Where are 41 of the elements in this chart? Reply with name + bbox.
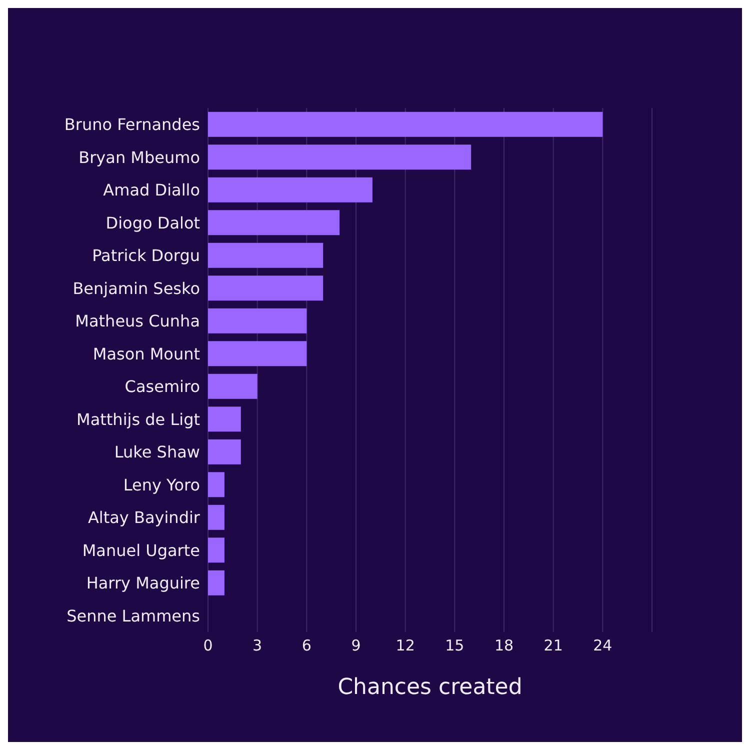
y-tick-label: Mason Mount <box>92 344 200 364</box>
y-tick-label: Altay Bayindir <box>88 508 200 528</box>
bar <box>208 472 224 498</box>
bar <box>208 439 241 464</box>
y-tick-label: Bryan Mbeumo <box>78 148 200 167</box>
y-tick-label: Diogo Dalot <box>106 213 200 232</box>
bar <box>208 504 224 530</box>
y-tick-label: Senne Lammens <box>66 606 200 626</box>
x-tick-label: 3 <box>252 636 262 655</box>
bar <box>208 112 603 137</box>
y-tick-label: Matthijs de Ligt <box>76 410 200 429</box>
y-tick-label: Casemiro <box>124 377 200 396</box>
bar <box>208 144 472 170</box>
y-tick-label: Harry Maguire <box>86 574 200 593</box>
y-tick-label: Manuel Ugarte <box>82 540 200 560</box>
bar <box>208 538 224 563</box>
bar <box>208 406 241 432</box>
y-tick-label: Matheus Cunha <box>75 312 200 331</box>
bar <box>208 177 372 202</box>
y-tick-label: Patrick Dorgu <box>92 246 200 266</box>
x-tick-label: 12 <box>396 636 415 655</box>
x-tick-label: 6 <box>302 636 312 655</box>
y-tick-label: Leny Yoro <box>123 475 200 494</box>
y-tick-label: Amad Diallo <box>103 180 200 200</box>
bar <box>208 341 307 366</box>
x-tick-label: 9 <box>351 636 361 655</box>
x-tick-label: 0 <box>203 636 213 655</box>
bar <box>208 570 224 596</box>
bar <box>208 242 324 268</box>
bar <box>208 276 324 301</box>
y-tick-label: Benjamin Sesko <box>72 278 200 298</box>
x-tick-label: 15 <box>445 636 464 655</box>
bar <box>208 210 340 236</box>
y-tick-label: Bruno Fernandes <box>64 115 200 134</box>
y-tick-label: Luke Shaw <box>114 442 200 462</box>
bar <box>208 308 307 334</box>
bar <box>208 374 258 399</box>
x-axis-title: Chances created <box>338 675 522 700</box>
x-tick-label: 21 <box>544 636 563 655</box>
x-tick-label: 18 <box>494 636 514 655</box>
x-tick-label: 24 <box>593 636 612 655</box>
